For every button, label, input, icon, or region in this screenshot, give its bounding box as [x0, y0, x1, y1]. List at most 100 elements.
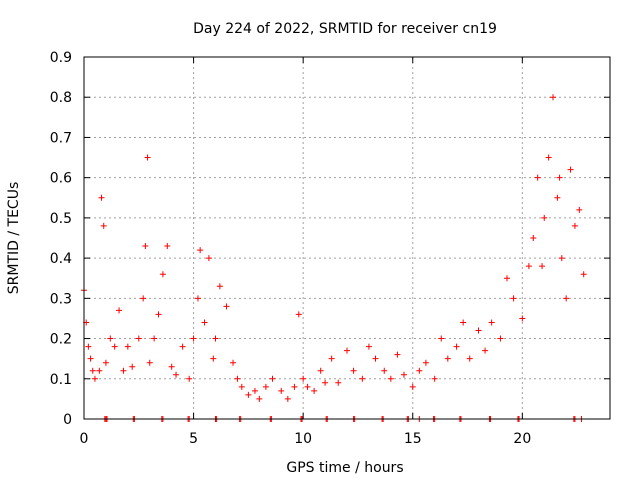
data-point	[146, 359, 153, 366]
data-point	[556, 174, 563, 181]
data-point	[223, 303, 230, 310]
data-point	[107, 335, 114, 342]
data-point	[173, 371, 180, 378]
data-point	[503, 275, 510, 282]
data-point	[98, 194, 105, 201]
y-tick-labels: 0 0.1 0.2 0.3 0.4 0.5 0.6 0.7 0.8 0.9	[50, 50, 610, 428]
data-point	[545, 154, 552, 161]
data-point	[328, 355, 335, 362]
data-point	[234, 375, 241, 382]
data-point	[155, 311, 162, 318]
data-point	[140, 295, 147, 302]
data-point	[534, 174, 541, 181]
data-point	[100, 222, 107, 229]
data-point	[466, 355, 473, 362]
data-point	[567, 166, 574, 173]
data-point	[350, 367, 357, 374]
data-point	[159, 271, 166, 278]
data-point	[344, 347, 350, 354]
x-tick-label: 0	[80, 431, 89, 447]
data-point	[186, 375, 193, 382]
data-point	[164, 243, 171, 250]
y-tick-label: 0.6	[50, 171, 72, 187]
data-point	[135, 335, 142, 342]
data-point	[256, 395, 263, 402]
data-point	[212, 335, 219, 342]
data-point	[539, 263, 546, 270]
plot-frame	[83, 56, 611, 420]
data-point	[482, 347, 489, 354]
data-point	[300, 375, 307, 382]
data-point	[194, 295, 201, 302]
data-point	[372, 355, 379, 362]
data-point	[317, 367, 324, 374]
y-tick-label: 0.9	[50, 50, 72, 66]
data-point	[576, 206, 583, 213]
x-gridlines	[193, 57, 523, 419]
data-point	[563, 295, 570, 302]
data-point	[278, 387, 285, 394]
data-point	[550, 94, 557, 101]
data-point	[151, 335, 158, 342]
data-point	[311, 387, 318, 394]
data-point	[190, 335, 197, 342]
chart-title: Day 224 of 2022, SRMTID for receiver cn1…	[193, 21, 497, 37]
data-point	[102, 359, 109, 366]
data-point	[431, 375, 438, 382]
data-point	[571, 222, 578, 229]
data-point	[365, 343, 372, 350]
data-point	[422, 359, 429, 366]
x-tick-label: 5	[189, 431, 198, 447]
y-tick-label: 0.7	[50, 130, 72, 146]
data-point	[460, 319, 467, 326]
data-point	[124, 343, 131, 350]
y-tick-label: 0.1	[50, 372, 72, 388]
data-point	[269, 375, 276, 382]
data-point	[444, 355, 451, 362]
data-points	[81, 94, 587, 402]
data-point	[400, 371, 407, 378]
data-point	[129, 363, 136, 370]
data-point	[394, 351, 401, 358]
data-point	[197, 247, 204, 254]
x-axis-label: GPS time / hours	[286, 460, 403, 476]
data-point	[295, 311, 302, 318]
data-point	[510, 295, 517, 302]
data-point	[85, 343, 92, 350]
data-point	[359, 375, 366, 382]
y-tick-label: 0.4	[50, 251, 72, 267]
y-tick-label: 0.2	[50, 332, 72, 348]
x-tick-label: 20	[513, 431, 531, 447]
data-point	[87, 355, 94, 362]
data-point	[387, 375, 394, 382]
data-point	[291, 383, 298, 390]
data-point	[238, 383, 245, 390]
data-point	[116, 307, 123, 314]
data-point	[210, 355, 217, 362]
data-point	[416, 367, 423, 374]
data-point	[530, 235, 537, 241]
data-point	[201, 319, 208, 326]
data-point	[322, 379, 329, 386]
data-point	[91, 375, 98, 382]
data-point	[142, 243, 149, 250]
data-point	[120, 367, 127, 374]
data-point	[89, 367, 96, 374]
data-point	[304, 383, 311, 390]
data-point	[168, 363, 175, 370]
y-tick-label: 0.3	[50, 291, 72, 307]
data-point	[488, 319, 495, 326]
data-point	[381, 367, 388, 374]
data-point	[438, 335, 445, 342]
data-point	[230, 359, 237, 366]
data-point	[475, 327, 482, 334]
x-tick-labels: 0 5 10 15 20	[80, 57, 531, 447]
y-axis-label: SRMTID / TECUs	[6, 182, 22, 295]
data-point	[245, 391, 252, 398]
data-point	[335, 379, 342, 386]
x-tick-label: 15	[404, 431, 422, 447]
data-point	[519, 315, 526, 322]
data-point	[453, 343, 460, 350]
data-point	[251, 387, 258, 394]
